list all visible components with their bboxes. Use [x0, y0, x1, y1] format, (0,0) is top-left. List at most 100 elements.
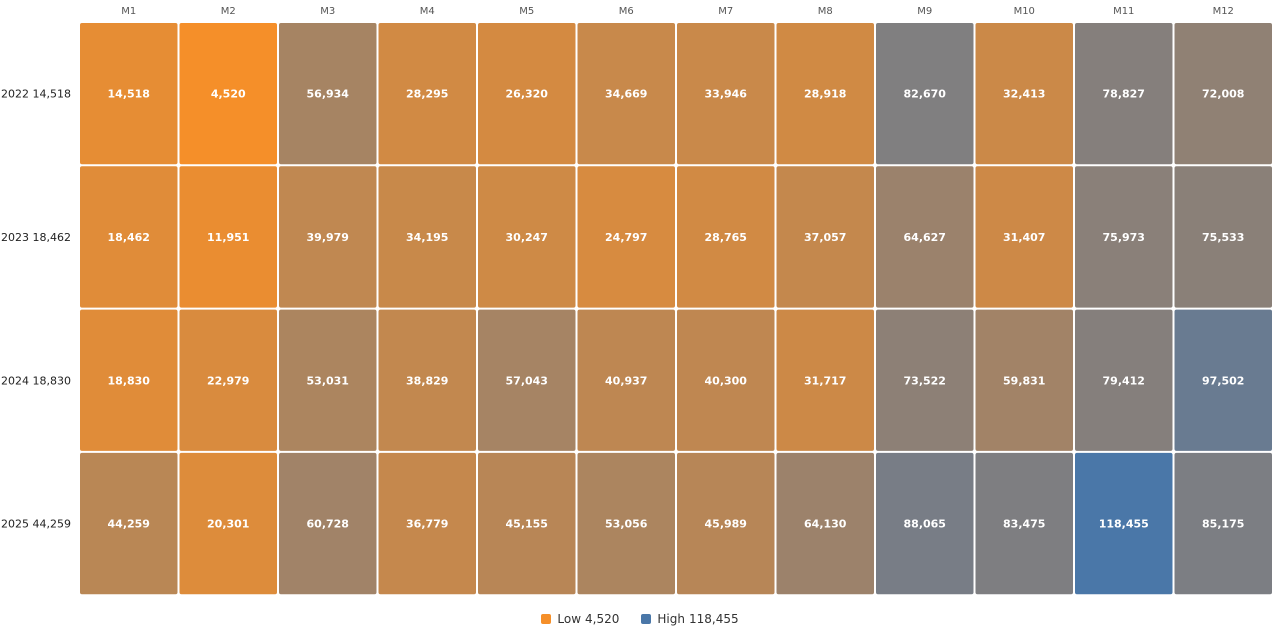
cell-value-label: 26,320 — [506, 88, 549, 101]
cell-value-label: 39,979 — [307, 231, 349, 244]
cell-value-label: 79,412 — [1103, 374, 1145, 387]
cell-value-label: 45,989 — [705, 518, 747, 531]
heatmap-cell — [1075, 452, 1173, 595]
heatmap-cell — [1174, 309, 1272, 451]
heatmap-cell — [1174, 23, 1272, 165]
row-label: 2024 18,830 — [1, 374, 71, 387]
heatmap-cell — [478, 166, 576, 308]
column-label: M1 — [121, 6, 136, 17]
legend-high-label: High — [657, 612, 685, 626]
heatmap-cell — [1174, 166, 1272, 308]
cell-value-label: 75,533 — [1202, 231, 1244, 244]
column-label: M11 — [1113, 6, 1134, 17]
cell-value-label: 28,295 — [406, 88, 448, 101]
heatmap-cell — [677, 23, 775, 165]
cell-value-label: 14,518 — [108, 88, 150, 101]
heatmap-cell — [378, 23, 476, 165]
row-label: 2023 18,462 — [1, 231, 71, 244]
cell-value-label: 22,979 — [207, 374, 249, 387]
column-label: M10 — [1014, 6, 1035, 17]
cell-value-label: 32,413 — [1003, 88, 1045, 101]
heatmap-cell — [80, 452, 178, 595]
cell-value-label: 118,455 — [1099, 518, 1149, 531]
heatmap-cell — [179, 309, 277, 451]
column-label: M6 — [619, 6, 634, 17]
heatmap-cell — [1075, 309, 1173, 451]
cell-value-label: 88,065 — [904, 518, 946, 531]
cell-value-label: 56,934 — [307, 88, 350, 101]
heatmap-cell — [776, 23, 874, 165]
heatmap-cell — [876, 23, 974, 165]
legend-high-swatch — [641, 614, 652, 624]
cell-value-label: 18,830 — [108, 374, 151, 387]
heatmap-cell — [577, 166, 675, 308]
heatmap-cell — [179, 166, 277, 308]
cell-value-label: 72,008 — [1202, 88, 1244, 101]
row-label: 2025 44,259 — [1, 518, 71, 531]
heatmap-cell — [279, 23, 377, 165]
heatmap-cell — [378, 166, 476, 308]
column-label: M9 — [917, 6, 932, 17]
column-label: M5 — [519, 6, 534, 17]
heatmap-cell — [876, 166, 974, 308]
cell-value-label: 73,522 — [904, 374, 946, 387]
cell-value-label: 64,627 — [904, 231, 946, 244]
legend-low: Low 4,520 — [541, 612, 619, 626]
legend: Low 4,520 High 118,455 — [0, 612, 1280, 626]
column-label: M7 — [718, 6, 733, 17]
heatmap-cell — [378, 452, 476, 595]
heatmap-cell — [876, 309, 974, 451]
cell-value-label: 36,779 — [406, 518, 448, 531]
heatmap-cell — [776, 166, 874, 308]
heatmap-cell — [80, 23, 178, 165]
heatmap-cell — [378, 309, 476, 451]
heatmap-cells: 14,518 4,520 56,934 28,295 26,320 34,669 33,94… — [80, 23, 1272, 595]
heatmap-cell — [80, 166, 178, 308]
heatmap-cell — [478, 309, 576, 451]
row-label: 2022 14,518 — [1, 88, 71, 101]
cell-value-label: 78,827 — [1103, 88, 1145, 101]
heatmap-chart: M1 M2 M3 M4 M5 M6 M7 M8 M9 M10 M11 M12 2022 14,5182… — [1, 6, 1272, 595]
heatmap-cell — [677, 452, 775, 595]
heatmap-cell — [975, 452, 1073, 595]
cell-value-label: 11,951 — [207, 231, 249, 244]
cell-value-label: 34,669 — [605, 88, 647, 101]
column-labels: M1 M2 M3 M4 M5 M6 M7 M8 M9 M10 M11 M12 — [121, 6, 1234, 17]
heatmap-cell — [577, 309, 675, 451]
legend-high-value: 118,455 — [688, 612, 739, 626]
cell-value-label: 34,195 — [406, 231, 448, 244]
heatmap-cell — [577, 452, 675, 595]
cell-value-label: 44,259 — [108, 518, 150, 531]
cell-value-label: 24,797 — [605, 231, 647, 244]
heatmap-cell — [279, 452, 377, 595]
cell-value-label: 38,829 — [406, 374, 448, 387]
row-labels: 2022 14,518 2023 18,462 2024 18,830 2025 44… — [1, 88, 71, 531]
cell-value-label: 53,056 — [605, 518, 648, 531]
legend-low-label: Low — [557, 612, 582, 626]
column-label: M4 — [420, 6, 435, 17]
cell-value-label: 59,831 — [1003, 374, 1045, 387]
cell-value-label: 30,247 — [506, 231, 548, 244]
legend-low-swatch — [541, 614, 552, 624]
cell-value-label: 57,043 — [506, 374, 548, 387]
cell-value-label: 18,462 — [108, 231, 150, 244]
heatmap-cell — [677, 309, 775, 451]
heatmap-cell — [776, 309, 874, 451]
heatmap-cell — [577, 23, 675, 165]
column-label: M8 — [818, 6, 833, 17]
cell-value-label: 31,717 — [804, 374, 846, 387]
cell-value-label: 83,475 — [1003, 518, 1045, 531]
cell-value-label: 75,973 — [1103, 231, 1145, 244]
heatmap-cell — [975, 23, 1073, 165]
heatmap-cell — [677, 166, 775, 308]
cell-value-label: 85,175 — [1202, 518, 1244, 531]
cell-value-label: 40,300 — [705, 374, 748, 387]
heatmap-cell — [876, 452, 974, 595]
cell-value-label: 82,670 — [904, 88, 947, 101]
heatmap-cell — [478, 23, 576, 165]
cell-value-label: 64,130 — [804, 518, 847, 531]
heatmap-cell — [1174, 452, 1272, 595]
cell-value-label: 4,520 — [211, 88, 246, 101]
heatmap-cell — [279, 309, 377, 451]
cell-value-label: 20,301 — [207, 518, 249, 531]
